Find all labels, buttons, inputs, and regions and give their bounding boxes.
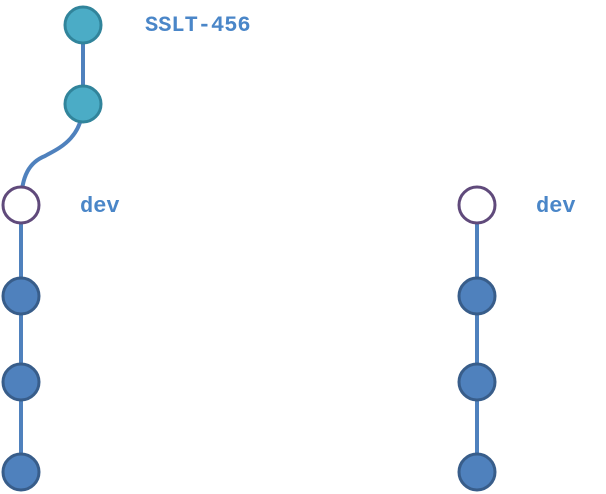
dev-history-commit-node[interactable] <box>1 452 41 492</box>
feature-branch-label: SSLT-456 <box>145 13 251 38</box>
branch-off-curve <box>19 103 85 206</box>
dev-history-commit-node[interactable] <box>457 362 497 402</box>
dev-history-commit-node[interactable] <box>1 276 41 316</box>
right-graph: dev <box>457 185 576 492</box>
dev-branch-label: dev <box>80 194 120 219</box>
feature-commit-node[interactable] <box>63 84 103 124</box>
dev-history-commit-node[interactable] <box>1 362 41 402</box>
dev-head-commit-node[interactable] <box>457 185 497 225</box>
left-graph: SSLT-456 dev <box>1 5 251 492</box>
dev-branch-label: dev <box>536 194 576 219</box>
dev-history-commit-node[interactable] <box>457 452 497 492</box>
feature-commit-node[interactable] <box>63 5 103 45</box>
dev-head-commit-node[interactable] <box>1 185 41 225</box>
dev-history-commit-node[interactable] <box>457 276 497 316</box>
